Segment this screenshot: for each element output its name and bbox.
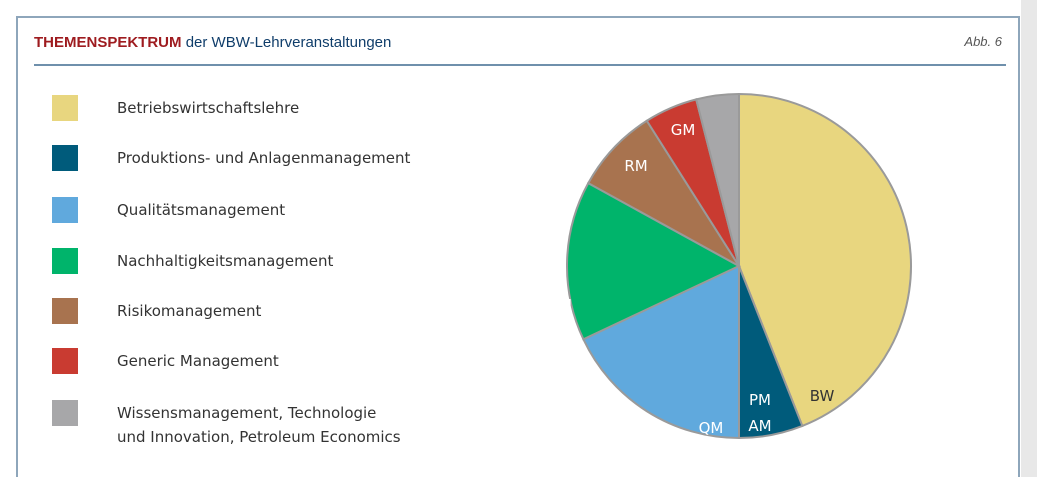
legend-swatch <box>52 197 78 223</box>
legend-swatch <box>52 348 78 374</box>
legend-label: Nachhaltigkeitsmanagement <box>117 252 334 270</box>
side-band <box>1021 0 1037 477</box>
legend-label: Betriebswirtschaftslehre <box>117 99 300 117</box>
pie-slice <box>582 264 740 440</box>
slice-label: NM <box>547 296 573 314</box>
pie-slice <box>566 181 742 341</box>
title: der WBW-Lehrveranstaltungen <box>185 34 392 51</box>
slice-label: RM <box>624 157 648 175</box>
slice-label: PM AM <box>748 391 772 435</box>
slice-label: BW <box>809 387 835 405</box>
slice-label: QM <box>698 419 724 437</box>
header: THEMENSPEKTRUM der WBW-Lehrveranstaltung… <box>34 34 1006 66</box>
legend-swatch <box>52 145 78 171</box>
legend-label: Wissensmanagement, Technologie und Innov… <box>117 404 401 446</box>
legend-label: Risikomanagement <box>117 302 262 320</box>
title-bold: THEMENSPEKTRUM <box>34 34 182 51</box>
legend-swatch <box>52 298 78 324</box>
legend-label: Generic Management <box>117 352 279 370</box>
legend-swatch <box>52 248 78 274</box>
legend-swatch <box>52 95 78 121</box>
legend-swatch <box>52 400 78 426</box>
pie-slice <box>738 92 913 428</box>
legend-label: Qualitätsmanagement <box>117 201 286 219</box>
slice-label: GM <box>670 121 696 139</box>
legend-label: Produktions- und Anlagenmanagement <box>117 149 411 167</box>
pie-slice <box>695 92 740 267</box>
figure-label: Abb. 6 <box>964 34 1002 49</box>
